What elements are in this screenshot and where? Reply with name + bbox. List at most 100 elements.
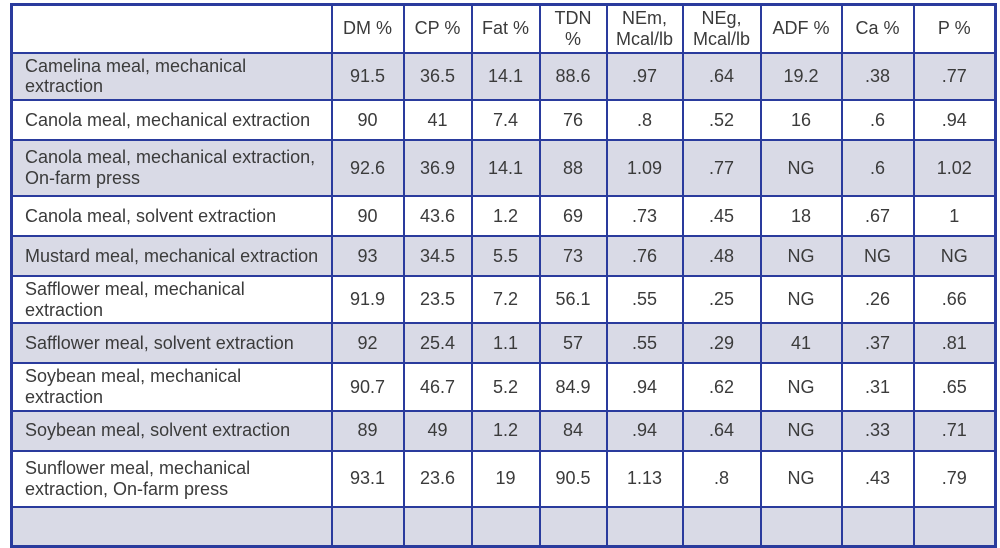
value-cell: .97 (605, 51, 684, 101)
value-cell: 69 (538, 194, 608, 237)
value-cell: .64 (681, 51, 762, 101)
value-cell: 90 (330, 98, 405, 141)
value-cell: 5.2 (470, 362, 541, 412)
value-cell: .26 (840, 274, 915, 325)
feed-nutrient-table-container: DM % CP % Fat % TDN % NEm, Mcal/lb NEg, Mcal/… (10, 3, 997, 548)
value-cell: .55 (605, 322, 684, 365)
value-cell: 34.5 (402, 234, 473, 277)
value-cell: .73 (605, 194, 684, 237)
value-cell: .94 (912, 98, 997, 141)
value-cell: 46.7 (402, 362, 473, 412)
value-cell: 18 (759, 194, 843, 237)
value-cell: 1.2 (470, 194, 541, 237)
table-row: Canola meal, mechanical extraction 90 41 7.… (10, 98, 997, 141)
value-cell: 90.5 (538, 449, 608, 508)
value-cell: 92.6 (330, 138, 405, 197)
feed-nutrient-table: DM % CP % Fat % TDN % NEm, Mcal/lb NEg, Mcal/… (10, 3, 997, 548)
value-cell: 43.6 (402, 194, 473, 237)
value-cell: .64 (681, 409, 762, 452)
column-header: NEg, Mcal/lb (681, 3, 762, 54)
value-cell: .55 (605, 274, 684, 325)
column-header: TDN % (538, 3, 608, 54)
feed-name-cell: Canola meal, mechanical extraction, On-f… (10, 138, 333, 197)
value-cell: .45 (681, 194, 762, 237)
table-row: Camelina meal, mechanical extraction 91.5… (10, 51, 997, 101)
value-cell: .48 (681, 234, 762, 277)
feed-name-cell: Soybean meal, mechanical extraction (10, 362, 333, 412)
value-cell: 1.09 (605, 138, 684, 197)
value-cell: .62 (681, 362, 762, 412)
value-cell: .52 (681, 98, 762, 141)
value-cell: 90.7 (330, 362, 405, 412)
value-cell: .81 (912, 322, 997, 365)
value-cell: .76 (605, 234, 684, 277)
value-cell: 91.9 (330, 274, 405, 325)
value-cell: .71 (912, 409, 997, 452)
table-row: Sunflower meal, mechanical extraction, O… (10, 449, 997, 508)
value-cell: .67 (840, 194, 915, 237)
feed-name-cell: Safflower meal, solvent extraction (10, 322, 333, 365)
table-row: Safflower meal, mechanical extraction 91.… (10, 274, 997, 325)
table-row: Mustard meal, mechanical extraction 93 34.… (10, 234, 997, 277)
value-cell: 1 (912, 194, 997, 237)
value-cell: NG (912, 234, 997, 277)
column-header: Ca % (840, 3, 915, 54)
table-body: Camelina meal, mechanical extraction 91.5… (10, 51, 997, 548)
value-cell: 16 (759, 98, 843, 141)
value-cell: 1.2 (470, 409, 541, 452)
table-row (10, 505, 997, 548)
table-row: Soybean meal, mechanical extraction 90.7 4… (10, 362, 997, 412)
value-cell: 14.1 (470, 138, 541, 197)
column-header: DM % (330, 3, 405, 54)
table-row: Canola meal, mechanical extraction, On-f… (10, 138, 997, 197)
value-cell: 25.4 (402, 322, 473, 365)
value-cell: 93.1 (330, 449, 405, 508)
value-cell: .25 (681, 274, 762, 325)
value-cell: .65 (912, 362, 997, 412)
value-cell: 92 (330, 322, 405, 365)
value-cell: .77 (912, 51, 997, 101)
value-cell: .66 (912, 274, 997, 325)
value-cell: .6 (840, 138, 915, 197)
value-cell (470, 505, 541, 548)
column-header: NEm, Mcal/lb (605, 3, 684, 54)
value-cell: .29 (681, 322, 762, 365)
value-cell: .94 (605, 362, 684, 412)
value-cell: NG (759, 274, 843, 325)
value-cell: 49 (402, 409, 473, 452)
value-cell: 23.5 (402, 274, 473, 325)
value-cell: 41 (402, 98, 473, 141)
value-cell: .37 (840, 322, 915, 365)
feed-name-cell: Safflower meal, mechanical extraction (10, 274, 333, 325)
value-cell (759, 505, 843, 548)
value-cell: .8 (605, 98, 684, 141)
value-cell: 1.1 (470, 322, 541, 365)
value-cell: 57 (538, 322, 608, 365)
value-cell: .33 (840, 409, 915, 452)
feed-name-cell (10, 505, 333, 548)
value-cell: .8 (681, 449, 762, 508)
value-cell: 19.2 (759, 51, 843, 101)
value-cell (330, 505, 405, 548)
table-row: Safflower meal, solvent extraction 92 25.4… (10, 322, 997, 365)
value-cell: 23.6 (402, 449, 473, 508)
value-cell: 90 (330, 194, 405, 237)
value-cell: 84.9 (538, 362, 608, 412)
value-cell: 1.02 (912, 138, 997, 197)
value-cell: 14.1 (470, 51, 541, 101)
value-cell: 93 (330, 234, 405, 277)
value-cell: 91.5 (330, 51, 405, 101)
feed-name-cell: Canola meal, mechanical extraction (10, 98, 333, 141)
value-cell: 56.1 (538, 274, 608, 325)
table-row: Soybean meal, solvent extraction 89 49 1.2 8… (10, 409, 997, 452)
value-cell: .79 (912, 449, 997, 508)
value-cell: 73 (538, 234, 608, 277)
value-cell (840, 505, 915, 548)
feed-name-cell: Canola meal, solvent extraction (10, 194, 333, 237)
value-cell: 89 (330, 409, 405, 452)
table-row: Canola meal, solvent extraction 90 43.6 1.2… (10, 194, 997, 237)
column-header: P % (912, 3, 997, 54)
value-cell: 1.13 (605, 449, 684, 508)
value-cell: .94 (605, 409, 684, 452)
value-cell: 84 (538, 409, 608, 452)
